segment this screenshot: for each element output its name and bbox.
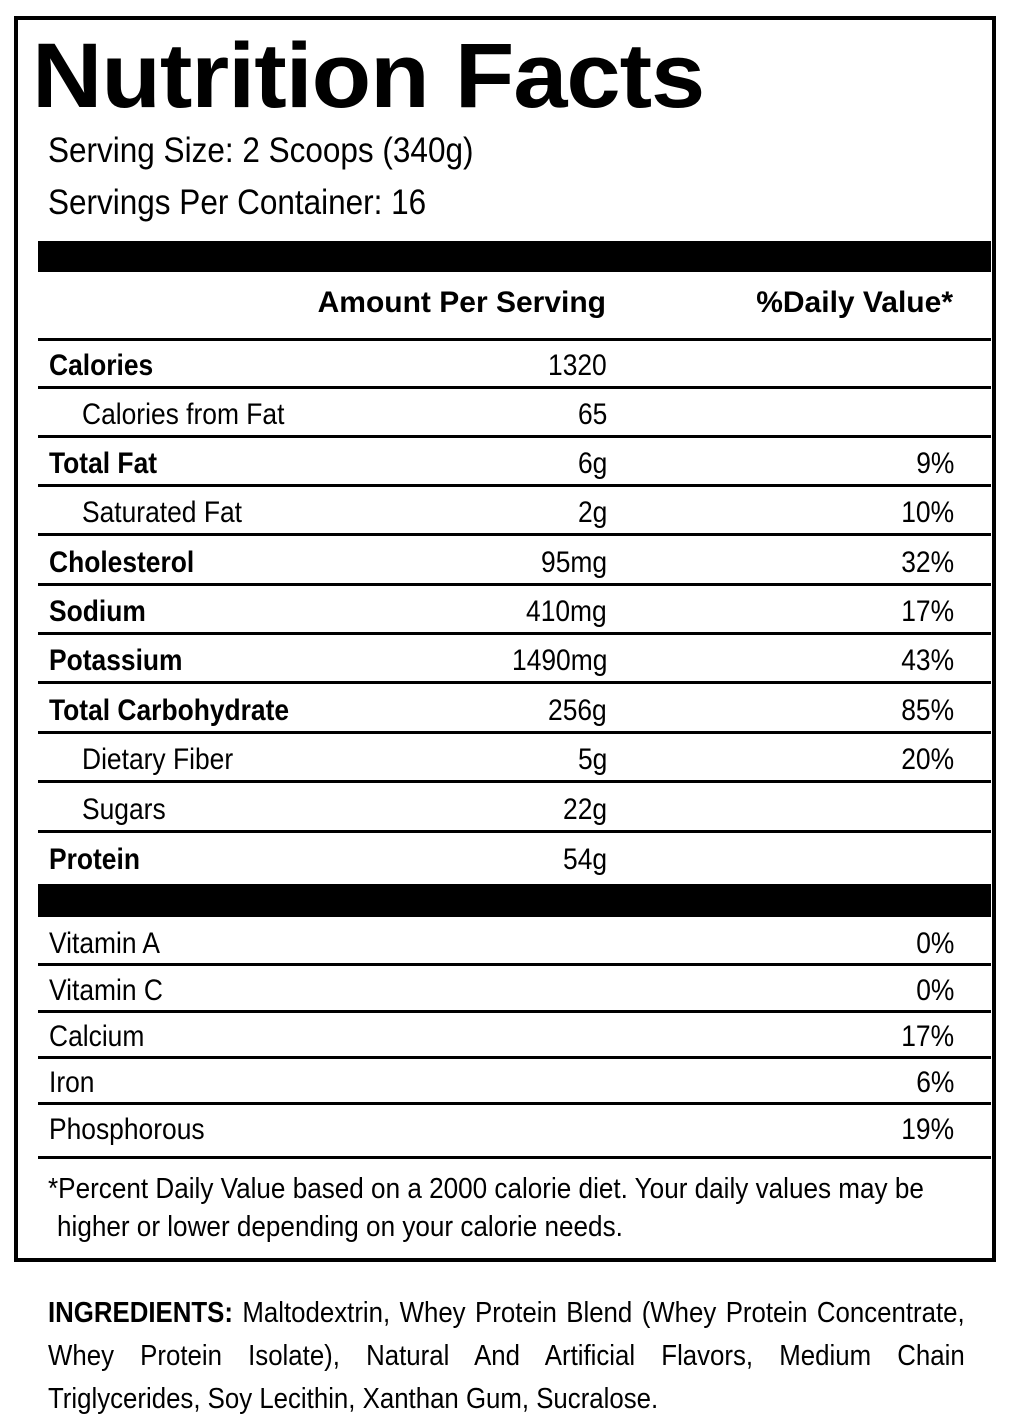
serving-size: Serving Size: 2 Scoops (340g)	[48, 131, 474, 170]
nutrient-daily-value: 17%	[901, 595, 954, 628]
nutrient-row-dietary-fiber: Dietary Fiber 5g 20%	[38, 735, 991, 783]
nutrient-row-calories: Calories 1320	[38, 341, 991, 389]
nutrient-daily-value: 32%	[901, 546, 954, 579]
nutrient-row-saturated-fat: Saturated Fat 2g 10%	[38, 488, 991, 536]
amount-per-serving-header: Amount Per Serving	[317, 286, 606, 319]
nutrient-daily-value: 10%	[901, 496, 954, 529]
daily-value-header: %Daily Value*	[756, 286, 953, 319]
header-divider	[38, 338, 991, 341]
nutrient-row-calories-from-fat: Calories from Fat 65	[38, 390, 991, 438]
nutrient-daily-value: 20%	[901, 743, 954, 776]
ingredients-section: INGREDIENTS: Maltodextrin, Whey Protein …	[48, 1292, 965, 1421]
nutrient-row-potassium: Potassium 1490mg 43%	[38, 636, 991, 684]
vitamin-name: Vitamin A	[49, 927, 161, 960]
nutrition-label-box	[14, 16, 996, 1262]
nutrient-row-sugars: Sugars 22g	[38, 785, 991, 833]
vitamin-row-calcium: Calcium 17%	[38, 1013, 991, 1059]
nutrient-name: Saturated Fat	[82, 496, 242, 529]
vitamin-daily-value: 0%	[915, 927, 954, 960]
vitamin-name: Calcium	[49, 1020, 145, 1053]
nutrient-amount: 1490mg	[511, 644, 607, 677]
nutrient-name: Sodium	[49, 595, 146, 628]
nutrient-daily-value: 43%	[901, 644, 954, 677]
nutrient-name: Total Carbohydrate	[49, 694, 290, 727]
nutrient-amount: 6g	[577, 447, 607, 480]
nutrient-amount: 256g	[548, 694, 607, 727]
nutrient-amount: 5g	[577, 743, 607, 776]
vitamin-daily-value: 0%	[915, 974, 954, 1007]
nutrient-amount: 2g	[577, 496, 607, 529]
label-title: Nutrition Facts	[32, 25, 705, 127]
servings-per-container: Servings Per Container: 16	[48, 183, 427, 222]
nutrient-name: Total Fat	[49, 447, 158, 480]
nutrient-name: Sugars	[82, 793, 166, 826]
thick-divider-top	[38, 241, 991, 272]
vitamin-row-vitamin-a: Vitamin A 0%	[38, 920, 991, 966]
nutrient-name: Potassium	[49, 644, 183, 677]
ingredients-text: Maltodextrin, Whey Protein Blend (Whey P…	[48, 1297, 965, 1415]
vitamin-daily-value: 6%	[915, 1066, 954, 1099]
vitamin-row-vitamin-c: Vitamin C 0%	[38, 967, 991, 1013]
thick-divider-vitamins	[38, 884, 991, 917]
nutrient-row-cholesterol: Cholesterol 95mg 32%	[38, 538, 991, 586]
nutrient-daily-value: 9%	[915, 447, 954, 480]
vitamin-row-phosphorous: Phosphorous 19%	[38, 1106, 991, 1159]
nutrient-name: Calories from Fat	[82, 398, 285, 431]
vitamin-row-iron: Iron 6%	[38, 1059, 991, 1105]
nutrient-daily-value: 85%	[901, 694, 954, 727]
nutrient-name: Cholesterol	[49, 546, 195, 579]
nutrient-name: Calories	[49, 349, 154, 382]
nutrient-amount: 1320	[548, 349, 607, 382]
nutrient-name: Dietary Fiber	[82, 743, 234, 776]
footnote-line-2: higher or lower depending on your calori…	[57, 1211, 623, 1243]
ingredients-label: INGREDIENTS:	[48, 1297, 233, 1329]
nutrient-row-total-carbohydrate: Total Carbohydrate 256g 85%	[38, 686, 991, 734]
nutrient-amount: 54g	[562, 843, 607, 876]
nutrient-name: Protein	[49, 843, 140, 876]
nutrient-amount: 410mg	[526, 595, 607, 628]
nutrient-row-sodium: Sodium 410mg 17%	[38, 587, 991, 635]
vitamin-daily-value: 17%	[901, 1020, 954, 1053]
nutrient-row-protein: Protein 54g	[38, 835, 991, 883]
nutrient-amount: 65	[577, 398, 607, 431]
vitamin-daily-value: 19%	[901, 1113, 954, 1146]
vitamin-name: Phosphorous	[49, 1113, 205, 1146]
nutrient-amount: 22g	[562, 793, 607, 826]
footnote-line-1: *Percent Daily Value based on a 2000 cal…	[48, 1173, 924, 1205]
vitamin-name: Vitamin C	[49, 974, 163, 1007]
daily-value-footnote: *Percent Daily Value based on a 2000 cal…	[48, 1170, 984, 1246]
nutrient-amount: 95mg	[540, 546, 607, 579]
nutrient-row-total-fat: Total Fat 6g 9%	[38, 439, 991, 487]
vitamin-name: Iron	[49, 1066, 95, 1099]
